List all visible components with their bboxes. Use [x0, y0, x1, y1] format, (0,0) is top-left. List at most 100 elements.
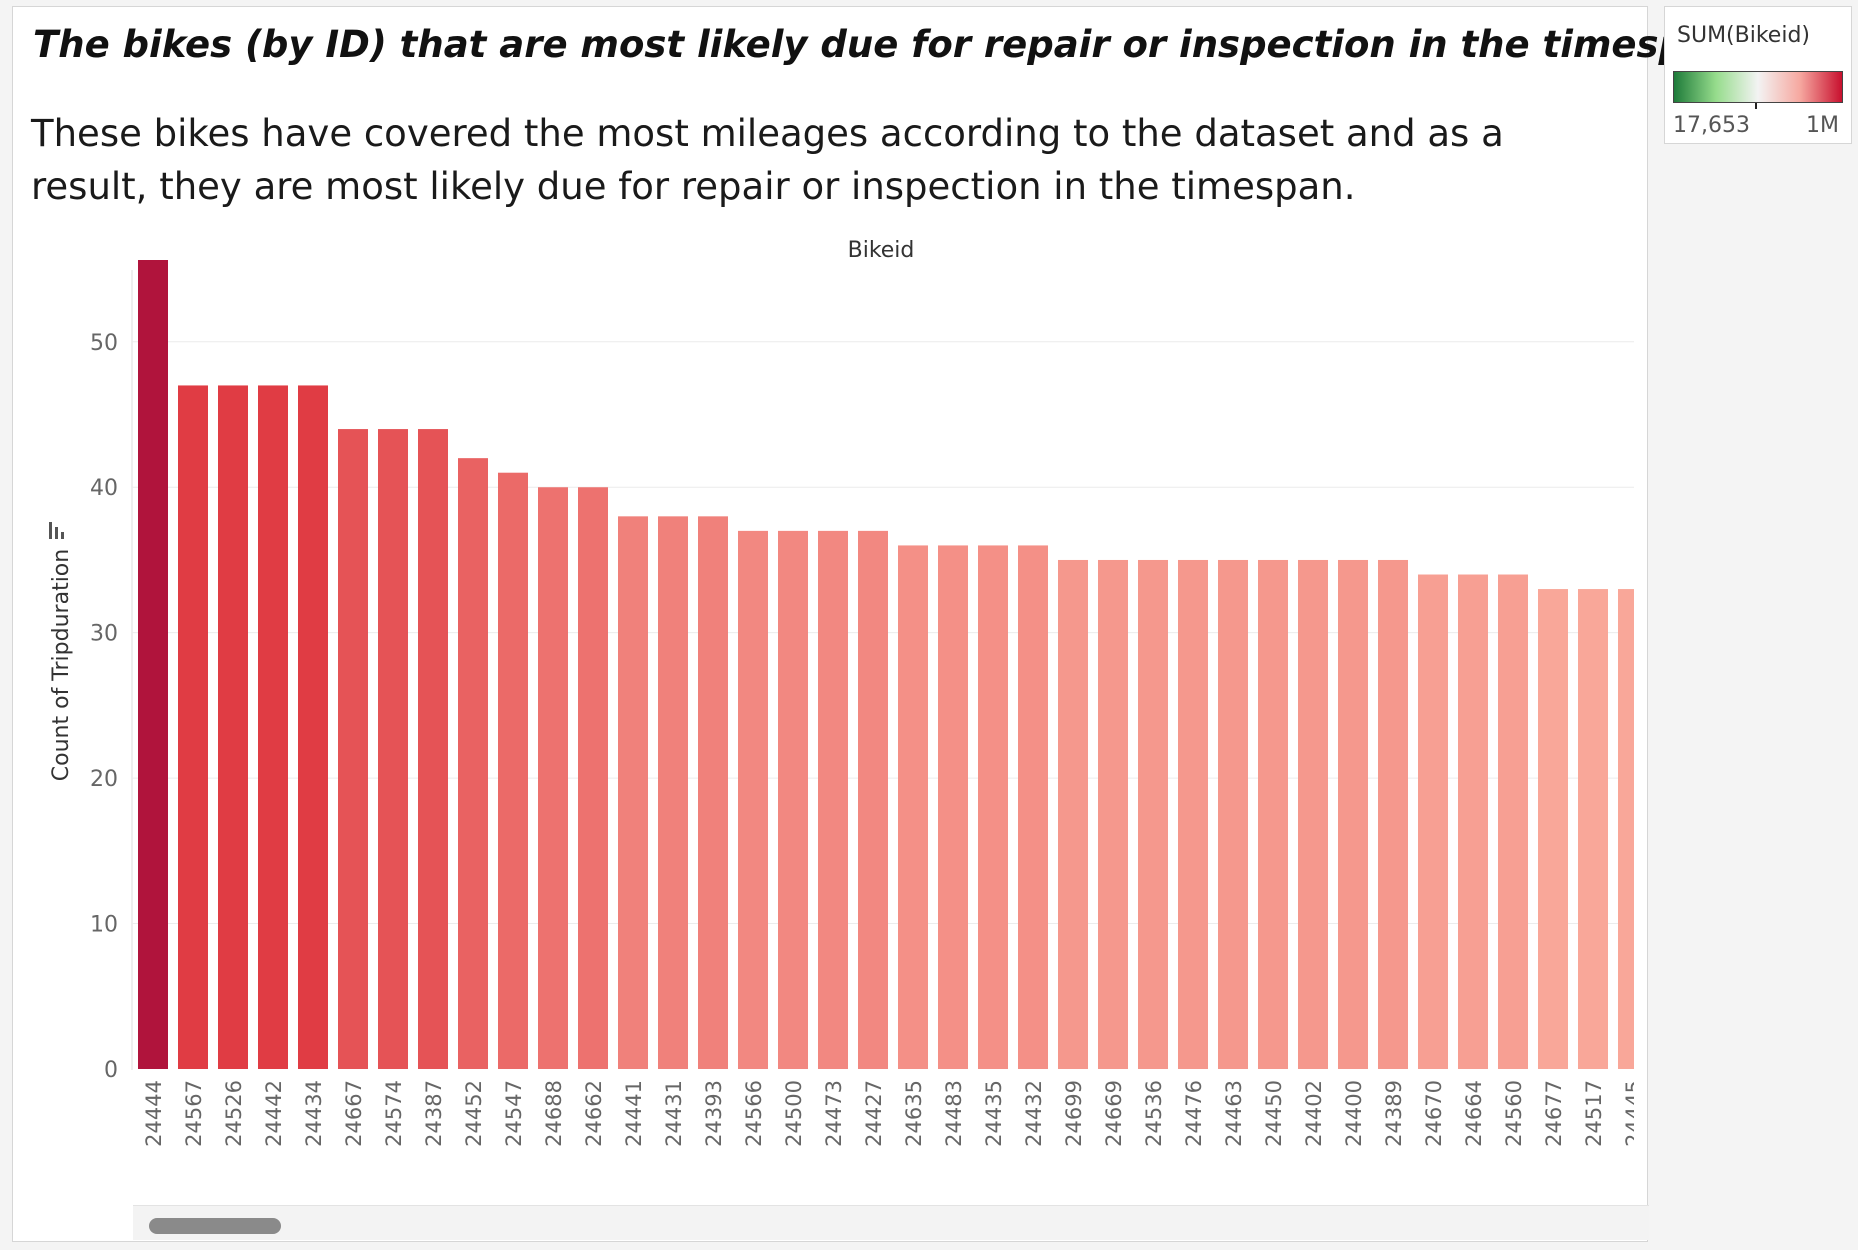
bar-24517[interactable] — [1578, 589, 1608, 1069]
x-tick-label: 24402 — [1302, 1080, 1326, 1147]
bar-24526[interactable] — [218, 385, 248, 1069]
bar-24547[interactable] — [498, 472, 528, 1069]
x-tick-label: 24442 — [262, 1080, 286, 1147]
bar-24688[interactable] — [538, 487, 568, 1069]
sort-icon[interactable] — [49, 522, 64, 539]
bar-24699[interactable] — [1058, 559, 1088, 1069]
bar-24669[interactable] — [1098, 559, 1128, 1069]
bar-24387[interactable] — [418, 429, 448, 1069]
bar-24431[interactable] — [658, 516, 688, 1069]
x-tick-label: 24688 — [542, 1080, 566, 1147]
x-tick-label: 24463 — [1222, 1080, 1246, 1147]
x-tick-label: 24670 — [1422, 1080, 1446, 1147]
bar-24434[interactable] — [298, 385, 328, 1069]
x-tick-label: 24435 — [982, 1080, 1006, 1147]
bar-24400[interactable] — [1338, 559, 1368, 1069]
x-tick-label: 24536 — [1142, 1080, 1166, 1147]
y-axis-ticks: 0 10 20 30 40 50 — [90, 331, 118, 1083]
bar-24670[interactable] — [1418, 574, 1448, 1069]
y-axis-title: Count of Tripduration — [49, 549, 74, 781]
bar-24664[interactable] — [1458, 574, 1488, 1069]
x-tick-label: 24427 — [862, 1080, 886, 1147]
x-tick-label: 24393 — [702, 1080, 726, 1147]
bar-24476[interactable] — [1178, 559, 1208, 1069]
x-tick-label: 24567 — [182, 1080, 206, 1147]
legend-max-label: 1M — [1806, 113, 1839, 138]
y-tick-label: 20 — [90, 767, 118, 792]
bar-chart: Bikeid 0 10 20 30 40 50 Count of Tripduration… — [49, 238, 1648, 1147]
x-tick-label: 24664 — [1462, 1080, 1486, 1147]
bar-24442[interactable] — [258, 385, 288, 1069]
bar-24441[interactable] — [618, 516, 648, 1069]
legend-tick — [1755, 103, 1757, 109]
x-tick-label: 24669 — [1102, 1080, 1126, 1147]
bar-24463[interactable] — [1218, 559, 1248, 1069]
legend-title: SUM(Bikeid) — [1677, 23, 1810, 48]
x-tick-label: 24432 — [1022, 1080, 1046, 1147]
bar-24500[interactable] — [778, 530, 808, 1069]
x-tick-label: 24434 — [302, 1080, 326, 1147]
x-tick-label: 24547 — [502, 1080, 526, 1147]
x-tick-label: 24473 — [822, 1080, 846, 1147]
x-tick-label: 24635 — [902, 1080, 926, 1147]
bar-24635[interactable] — [898, 545, 928, 1069]
page-title: The bikes (by ID) that are most likely d… — [33, 23, 1751, 66]
y-tick-label: 10 — [90, 913, 118, 938]
bar-24444[interactable] — [138, 255, 168, 1070]
x-tick-label: 24699 — [1062, 1080, 1086, 1147]
x-tick-label: 24444 — [142, 1080, 166, 1147]
x-tick-label: 24389 — [1382, 1080, 1406, 1147]
x-tick-label: 24574 — [382, 1080, 406, 1147]
x-tick-label: 24476 — [1182, 1080, 1206, 1147]
color-legend: SUM(Bikeid) 17,653 1M — [1664, 6, 1852, 144]
y-tick-label: 40 — [90, 476, 118, 501]
x-tick-label: 24677 — [1542, 1080, 1566, 1147]
bar-24662[interactable] — [578, 487, 608, 1069]
bar-24452[interactable] — [458, 458, 488, 1069]
y-tick-label: 30 — [90, 622, 118, 647]
x-tick-label: 24500 — [782, 1080, 806, 1147]
bar-24435[interactable] — [978, 545, 1008, 1069]
x-axis-labels: 24444 24567 24526 24442 24434 24667 24574 24387… — [142, 1080, 1646, 1147]
x-tick-label: 24662 — [582, 1080, 606, 1147]
page-subtitle: These bikes have covered the most mileag… — [31, 112, 1504, 208]
y-axis-title-group: Count of Tripduration — [49, 549, 74, 781]
x-tick-label: 24667 — [342, 1080, 366, 1147]
legend-min-label: 17,653 — [1673, 113, 1750, 138]
horizontal-scrollbar[interactable] — [133, 1205, 1649, 1240]
x-tick-label: 24400 — [1342, 1080, 1366, 1147]
x-tick-label: 24387 — [422, 1080, 446, 1147]
bar-24677[interactable] — [1538, 589, 1568, 1069]
bar-24483[interactable] — [938, 545, 968, 1069]
x-tick-label: 24445 — [1622, 1080, 1646, 1147]
bar-24667[interactable] — [338, 429, 368, 1069]
x-tick-label: 24431 — [662, 1080, 686, 1147]
x-tick-label: 24566 — [742, 1080, 766, 1147]
x-tick-label: 24450 — [1262, 1080, 1286, 1147]
bars — [138, 255, 1648, 1070]
chart-title: Bikeid — [848, 238, 915, 263]
y-tick-label: 0 — [104, 1058, 118, 1083]
legend-color-ramp — [1673, 71, 1843, 103]
bar-24574[interactable] — [378, 429, 408, 1069]
x-tick-label: 24452 — [462, 1080, 486, 1147]
bar-24402[interactable] — [1298, 559, 1328, 1069]
bar-24566[interactable] — [738, 530, 768, 1069]
bar-24427[interactable] — [858, 530, 888, 1069]
x-tick-label: 24517 — [1582, 1080, 1606, 1147]
bar-24473[interactable] — [818, 530, 848, 1069]
x-tick-label: 24441 — [622, 1080, 646, 1147]
bar-24389[interactable] — [1378, 559, 1408, 1069]
x-tick-label: 24526 — [222, 1080, 246, 1147]
y-tick-label: 50 — [90, 331, 118, 356]
x-tick-label: 24560 — [1502, 1080, 1526, 1147]
bar-24393[interactable] — [698, 516, 728, 1069]
bar-24445[interactable] — [1618, 589, 1648, 1069]
bar-24432[interactable] — [1018, 545, 1048, 1069]
bar-24536[interactable] — [1138, 559, 1168, 1069]
scrollbar-thumb[interactable] — [149, 1218, 281, 1234]
bar-24450[interactable] — [1258, 559, 1288, 1069]
bar-24567[interactable] — [178, 385, 208, 1069]
bar-24560[interactable] — [1498, 574, 1528, 1069]
x-tick-label: 24483 — [942, 1080, 966, 1147]
